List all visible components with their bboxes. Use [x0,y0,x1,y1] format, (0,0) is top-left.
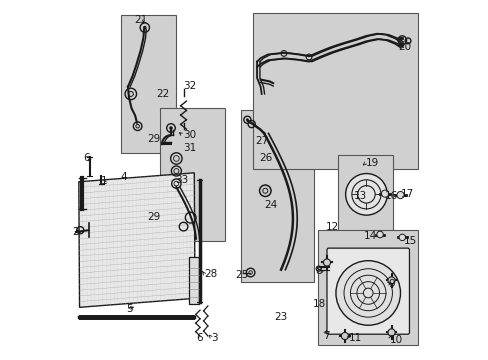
Text: 30: 30 [183,130,196,140]
Text: 28: 28 [204,269,217,279]
Circle shape [396,192,403,199]
Circle shape [245,118,248,121]
Text: 1: 1 [101,176,107,186]
Text: 10: 10 [389,334,402,345]
Bar [317,230,418,345]
Text: 3: 3 [211,333,218,343]
Text: 15: 15 [403,236,416,246]
Circle shape [387,329,394,336]
Text: 21: 21 [134,15,147,26]
Text: 26: 26 [258,153,271,163]
Circle shape [341,332,348,339]
Text: 29: 29 [147,134,160,144]
Text: 29: 29 [147,212,160,221]
Circle shape [169,126,172,130]
Circle shape [142,26,146,30]
Text: 25: 25 [234,270,247,280]
Circle shape [323,259,330,266]
Text: 16: 16 [384,191,397,201]
Bar [241,110,314,282]
Text: 22: 22 [156,89,169,99]
Circle shape [376,231,383,238]
Text: 27: 27 [255,136,268,145]
Bar [337,155,392,243]
Circle shape [398,234,405,240]
Polygon shape [79,173,195,307]
Text: 14: 14 [363,231,376,240]
Bar [188,257,199,304]
Text: 6: 6 [83,153,89,163]
Text: 6: 6 [196,333,203,343]
Text: 33: 33 [175,175,188,185]
Text: 4: 4 [121,172,127,182]
Text: 8: 8 [314,266,321,276]
Text: 19: 19 [365,158,378,168]
Text: 18: 18 [312,299,325,309]
Text: 17: 17 [400,189,413,199]
Bar [121,15,176,153]
Text: 9: 9 [387,279,394,289]
Text: 13: 13 [353,191,366,201]
Text: 7: 7 [323,331,329,341]
Text: 12: 12 [325,222,339,232]
Circle shape [345,174,386,215]
Text: 24: 24 [264,200,277,210]
Bar [253,13,418,169]
Text: 11: 11 [348,333,361,343]
Text: 32: 32 [183,81,196,91]
Circle shape [387,277,394,284]
Bar [160,108,224,241]
Text: 23: 23 [273,312,286,322]
Text: 5: 5 [126,304,133,314]
Text: 20: 20 [398,42,411,52]
Text: 2: 2 [72,227,79,237]
Text: 31: 31 [183,143,196,153]
Circle shape [381,190,388,197]
FancyBboxPatch shape [326,248,408,334]
Circle shape [335,261,400,325]
